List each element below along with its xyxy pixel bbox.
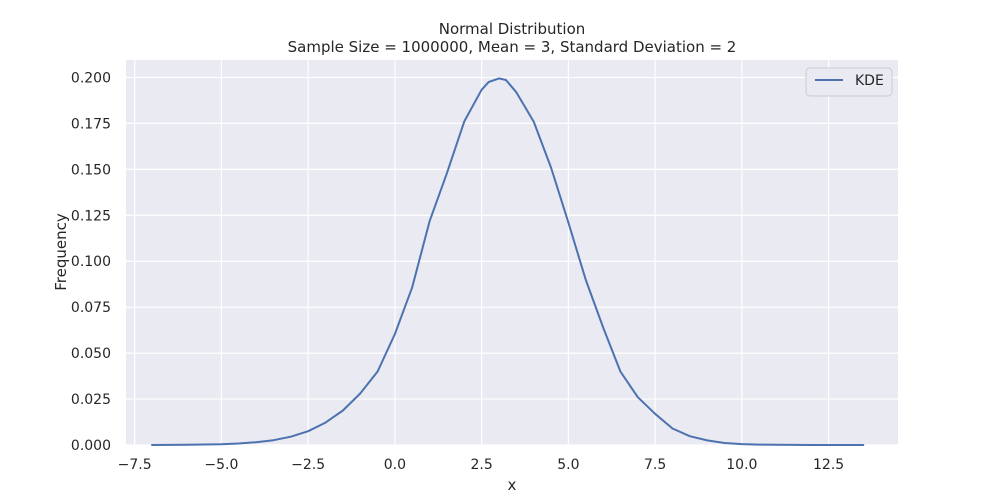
- legend-label-kde: KDE: [855, 73, 884, 89]
- y-tick-label: 0.050: [71, 346, 111, 362]
- x-tick-label: −7.5: [118, 457, 152, 473]
- y-axis-label: Frequency: [52, 213, 70, 291]
- y-tick-label: 0.150: [71, 162, 111, 178]
- x-tick-label: 12.5: [813, 457, 844, 473]
- x-tick-label: 10.0: [726, 457, 757, 473]
- x-tick-label: 5.0: [557, 457, 579, 473]
- x-tick-label: 7.5: [644, 457, 666, 473]
- legend: KDE: [805, 67, 893, 97]
- y-tick-labels: 0.000 0.025 0.050 0.075 0.100 0.125 0.150 0.175…: [71, 70, 111, 454]
- y-tick-label: 0.075: [71, 300, 111, 316]
- chart-subtitle: Sample Size = 1000000, Mean = 3, Standar…: [288, 38, 737, 56]
- chart-title: Normal Distribution: [439, 20, 586, 38]
- series-group: [151, 77, 865, 446]
- plot-area: [126, 60, 898, 445]
- y-tick-label: 0.125: [71, 208, 111, 224]
- y-tick-label: 0.175: [71, 116, 111, 132]
- y-tick-label: 0.100: [71, 254, 111, 270]
- x-tick-label: 0.0: [384, 457, 406, 473]
- x-tick-label: 2.5: [471, 457, 493, 473]
- y-tick-label: 0.025: [71, 392, 111, 408]
- series-line-kde: [151, 77, 865, 446]
- x-gridlines: [134, 60, 830, 445]
- y-tick-label: 0.200: [71, 70, 111, 86]
- legend-box: [805, 67, 893, 97]
- x-tick-labels: −7.5 −5.0 −2.5 0.0 2.5 5.0 7.5 10.0 12.5: [118, 457, 845, 473]
- y-tick-label: 0.000: [71, 438, 111, 454]
- x-tick-label: −5.0: [204, 457, 238, 473]
- x-axis-label: x: [508, 476, 517, 494]
- x-tick-label: −2.5: [291, 457, 325, 473]
